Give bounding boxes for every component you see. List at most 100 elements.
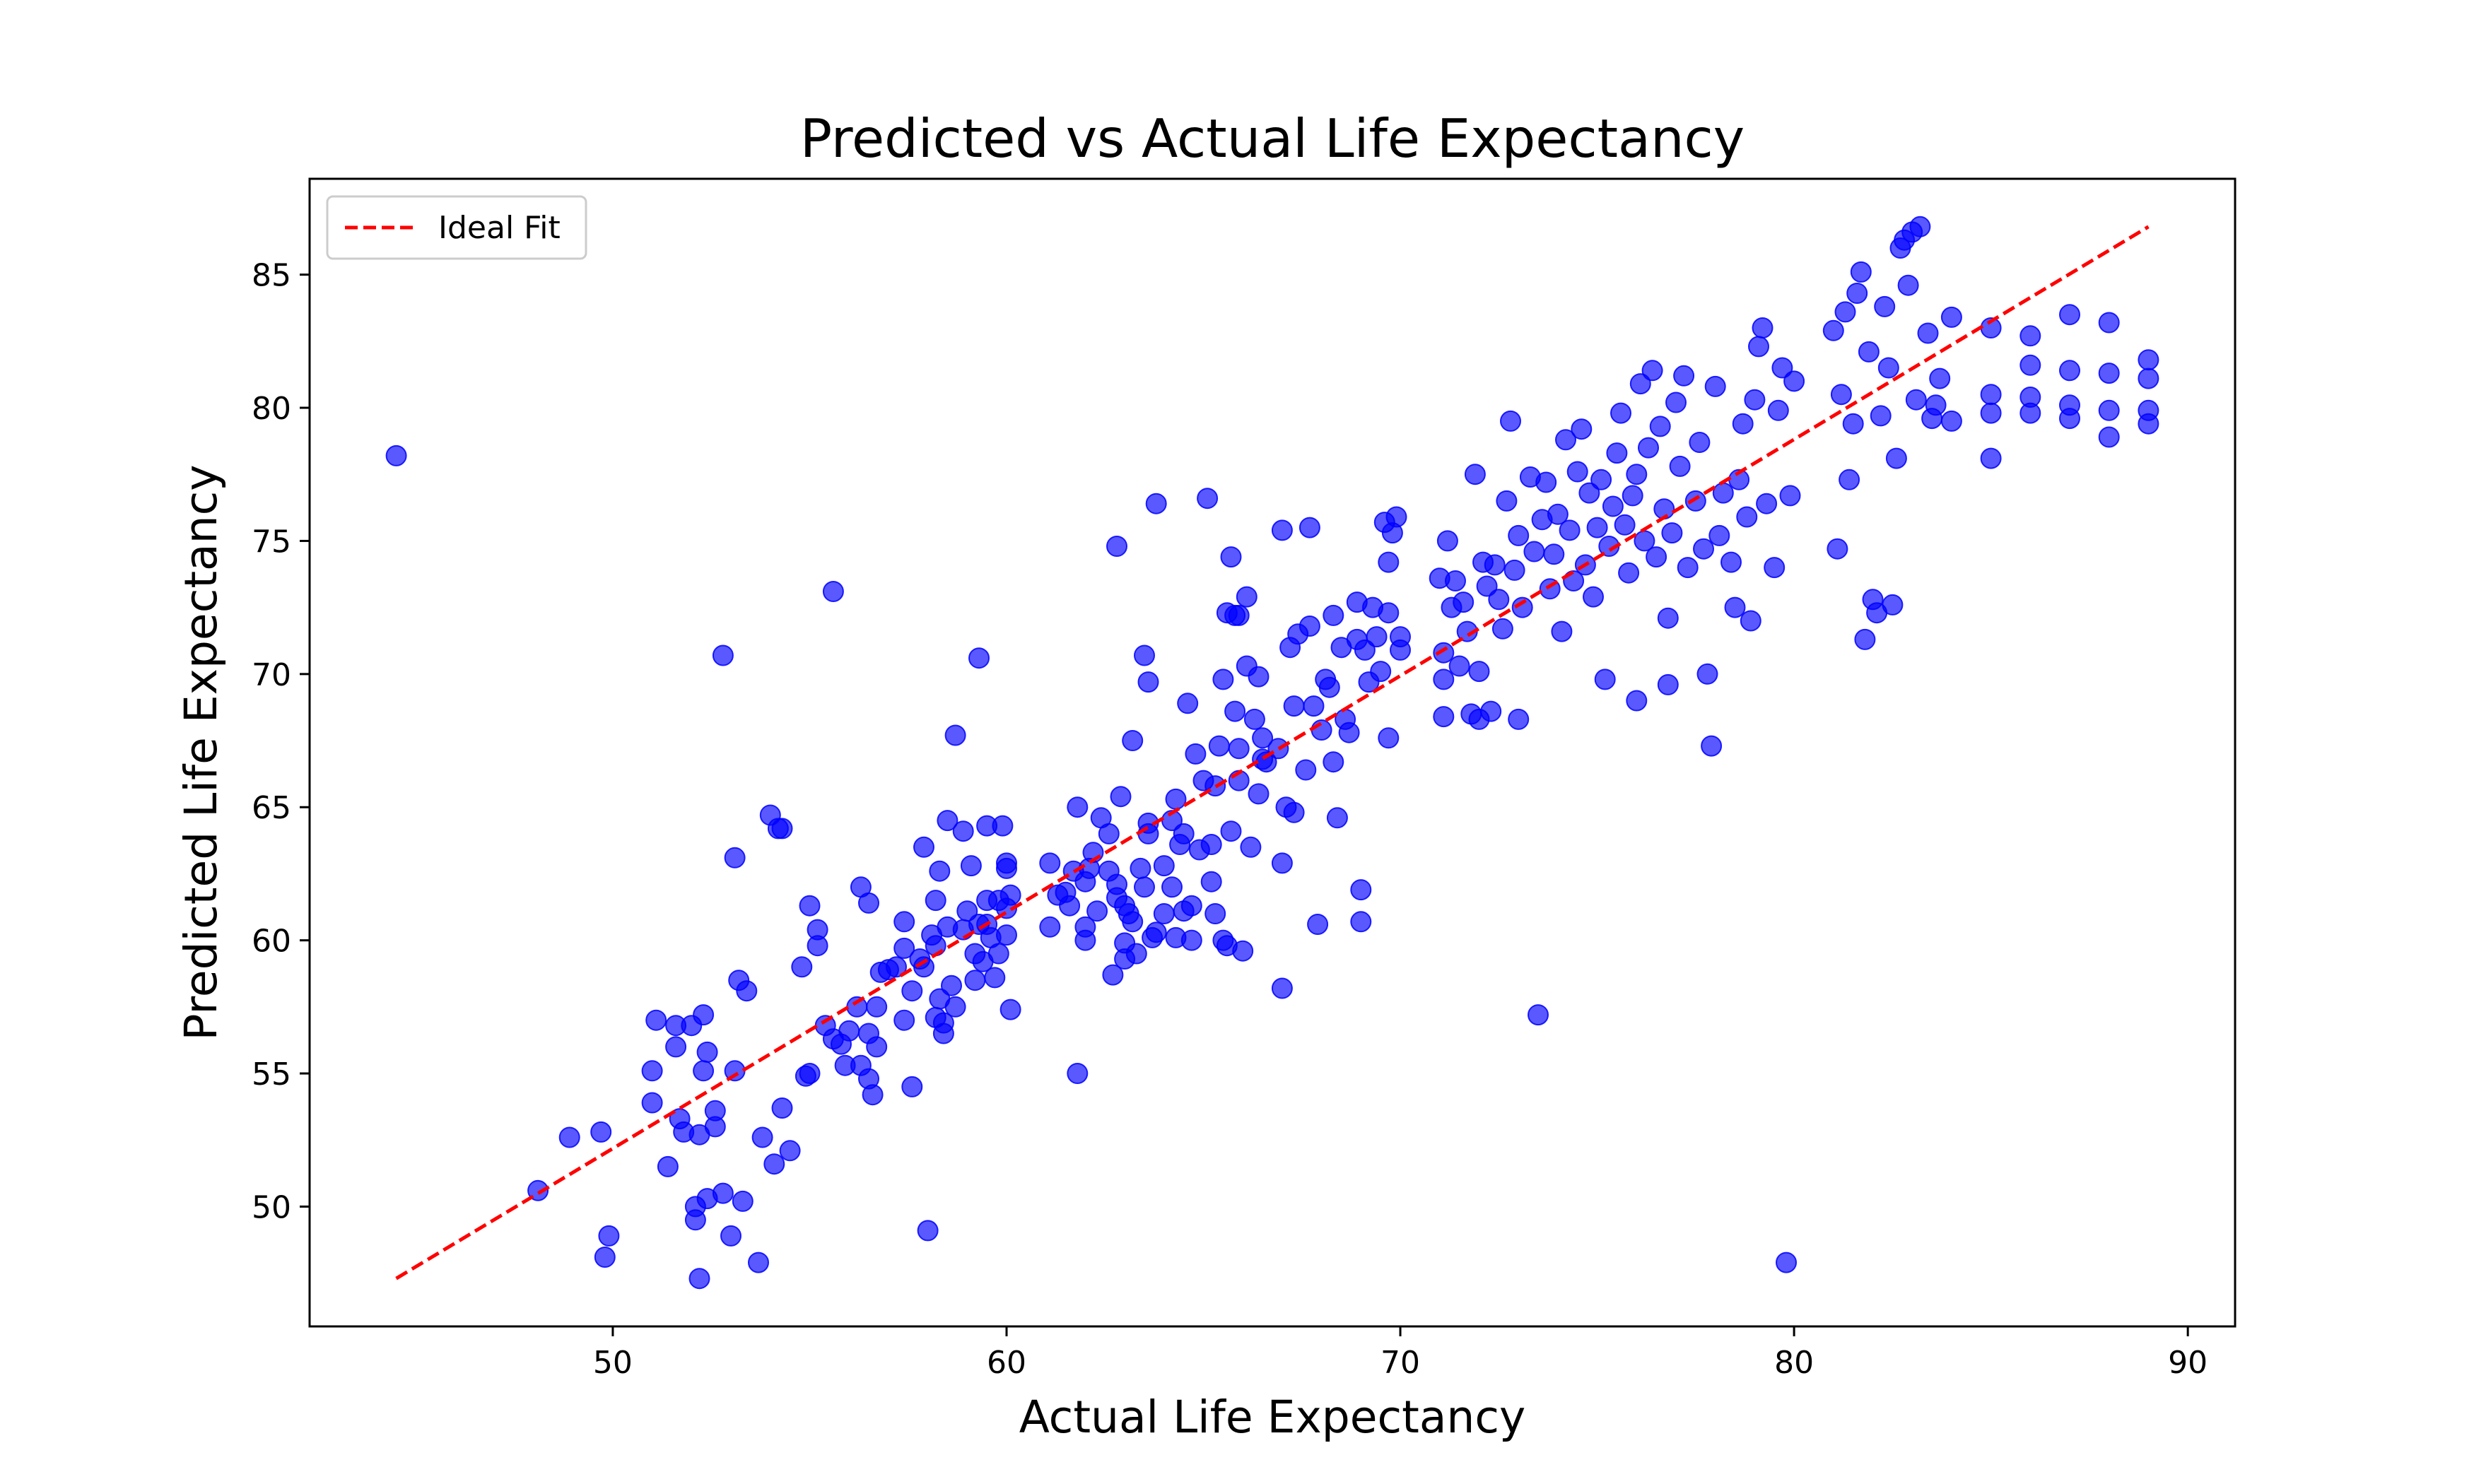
data-point <box>1433 642 1455 664</box>
data-point <box>1385 506 1407 528</box>
data-point <box>2098 312 2120 334</box>
data-point <box>1067 796 1089 818</box>
data-point <box>1074 929 1096 951</box>
data-point <box>1476 575 1498 597</box>
data-point <box>1283 801 1305 823</box>
data-point <box>693 1004 715 1026</box>
data-point <box>1535 471 1557 493</box>
data-point <box>1307 914 1329 935</box>
data-point <box>1252 727 1274 749</box>
data-point <box>1106 536 1127 557</box>
data-point <box>913 836 934 858</box>
x-tick-label: 50 <box>593 1345 633 1381</box>
data-point <box>1940 410 1962 432</box>
data-point <box>712 644 734 666</box>
data-point <box>1243 708 1265 730</box>
data-point <box>688 1268 710 1290</box>
data-point <box>1445 570 1466 591</box>
data-point <box>1134 876 1155 898</box>
data-point <box>1448 655 1470 677</box>
data-point <box>1834 301 1856 323</box>
data-point <box>1980 402 2002 424</box>
data-point <box>1295 759 1317 781</box>
data-point <box>1756 493 1778 514</box>
data-point <box>960 855 982 877</box>
data-point <box>1842 413 1864 435</box>
data-point <box>1153 903 1175 924</box>
data-point <box>641 1060 663 1082</box>
legend-ideal-fit-label: Ideal Fit <box>438 210 561 246</box>
data-point <box>913 956 934 978</box>
data-point <box>1555 429 1576 451</box>
data-point <box>1830 384 1852 406</box>
data-point <box>1877 357 1899 379</box>
data-point <box>1366 626 1388 648</box>
data-point <box>1684 490 1706 512</box>
data-point <box>822 581 844 602</box>
data-point <box>2098 363 2120 384</box>
x-tick-label: 70 <box>1380 1345 1420 1381</box>
legend-box <box>326 195 587 260</box>
data-point <box>866 1036 888 1058</box>
data-point <box>720 1225 741 1247</box>
data-point <box>987 943 1009 965</box>
data-point <box>1689 432 1711 453</box>
data-point <box>1696 663 1718 685</box>
data-point <box>1571 418 1593 440</box>
data-point <box>1311 719 1332 741</box>
x-axis-label: Actual Life Expectancy <box>1019 1391 1526 1443</box>
x-tick-label: 80 <box>1774 1345 1814 1381</box>
data-point <box>1165 788 1187 810</box>
data-point <box>751 1126 773 1148</box>
data-point <box>1779 485 1801 507</box>
data-point <box>1039 916 1061 938</box>
data-point <box>1909 216 1931 237</box>
data-point <box>799 895 821 917</box>
y-tick-label: 60 <box>252 924 291 960</box>
data-point <box>641 1092 663 1114</box>
data-point <box>1629 373 1651 395</box>
data-point <box>2059 304 2080 326</box>
data-point <box>1712 482 1734 504</box>
data-point <box>1528 1004 1549 1026</box>
data-point <box>1370 661 1392 683</box>
data-point <box>1885 447 1907 469</box>
data-point <box>956 900 978 922</box>
data-point <box>1827 538 1848 560</box>
data-point <box>2138 413 2159 435</box>
data-point <box>1767 399 1789 421</box>
data-point <box>1657 607 1679 629</box>
data-point <box>693 1060 715 1082</box>
data-point <box>932 1023 954 1044</box>
data-point <box>1298 616 1320 637</box>
data-point <box>1626 690 1648 712</box>
data-point <box>1673 365 1695 387</box>
data-point <box>1204 903 1226 924</box>
data-point <box>1874 295 1896 317</box>
y-tick-label: 75 <box>252 524 291 560</box>
data-point <box>937 810 958 832</box>
data-point <box>1145 493 1167 514</box>
data-point <box>1594 669 1616 690</box>
data-point <box>1732 413 1754 435</box>
data-point <box>1897 274 1919 296</box>
data-point <box>1661 522 1683 544</box>
data-point <box>944 996 966 1018</box>
data-point <box>1614 514 1636 536</box>
data-point <box>1378 727 1400 749</box>
plot-frame <box>308 177 2236 1328</box>
data-point <box>886 956 907 978</box>
data-point <box>941 974 962 996</box>
data-point <box>1200 834 1222 855</box>
data-point <box>1102 964 1124 986</box>
data-point <box>1776 1252 1797 1273</box>
x-axis: 50 60 70 80 90 <box>593 1326 2208 1381</box>
data-point <box>1185 743 1207 765</box>
data-point <box>1771 357 1793 379</box>
data-point <box>1543 543 1565 565</box>
data-point <box>862 1084 884 1106</box>
data-point <box>1583 586 1604 608</box>
data-point <box>1323 604 1344 626</box>
data-point <box>964 970 986 991</box>
data-point <box>1240 836 1262 858</box>
